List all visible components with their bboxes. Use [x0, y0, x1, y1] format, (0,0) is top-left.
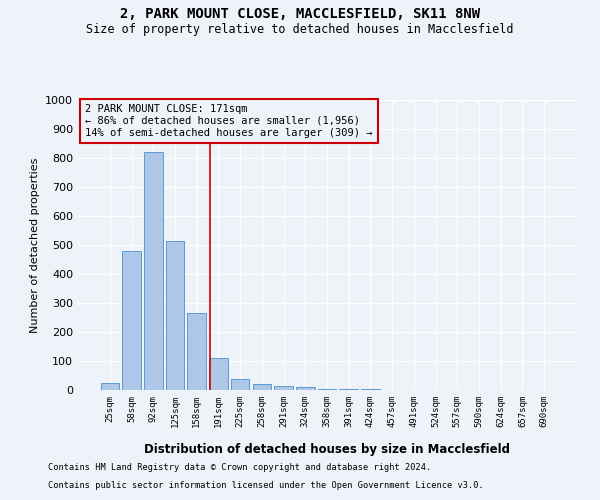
Bar: [274, 386, 293, 390]
Y-axis label: Number of detached properties: Number of detached properties: [29, 158, 40, 332]
Bar: [144, 152, 163, 390]
Text: 2 PARK MOUNT CLOSE: 171sqm
← 86% of detached houses are smaller (1,956)
14% of s: 2 PARK MOUNT CLOSE: 171sqm ← 86% of deta…: [85, 104, 373, 138]
Bar: [296, 387, 314, 390]
Bar: [231, 379, 250, 390]
Bar: [340, 389, 358, 390]
Bar: [253, 384, 271, 390]
Bar: [209, 358, 227, 390]
Text: 2, PARK MOUNT CLOSE, MACCLESFIELD, SK11 8NW: 2, PARK MOUNT CLOSE, MACCLESFIELD, SK11 …: [120, 8, 480, 22]
Text: Contains public sector information licensed under the Open Government Licence v3: Contains public sector information licen…: [48, 481, 484, 490]
Bar: [187, 313, 206, 390]
Bar: [166, 240, 184, 390]
Bar: [101, 383, 119, 390]
Text: Contains HM Land Registry data © Crown copyright and database right 2024.: Contains HM Land Registry data © Crown c…: [48, 464, 431, 472]
Text: Size of property relative to detached houses in Macclesfield: Size of property relative to detached ho…: [86, 22, 514, 36]
Text: Distribution of detached houses by size in Macclesfield: Distribution of detached houses by size …: [144, 442, 510, 456]
Bar: [318, 388, 336, 390]
Bar: [122, 251, 141, 390]
